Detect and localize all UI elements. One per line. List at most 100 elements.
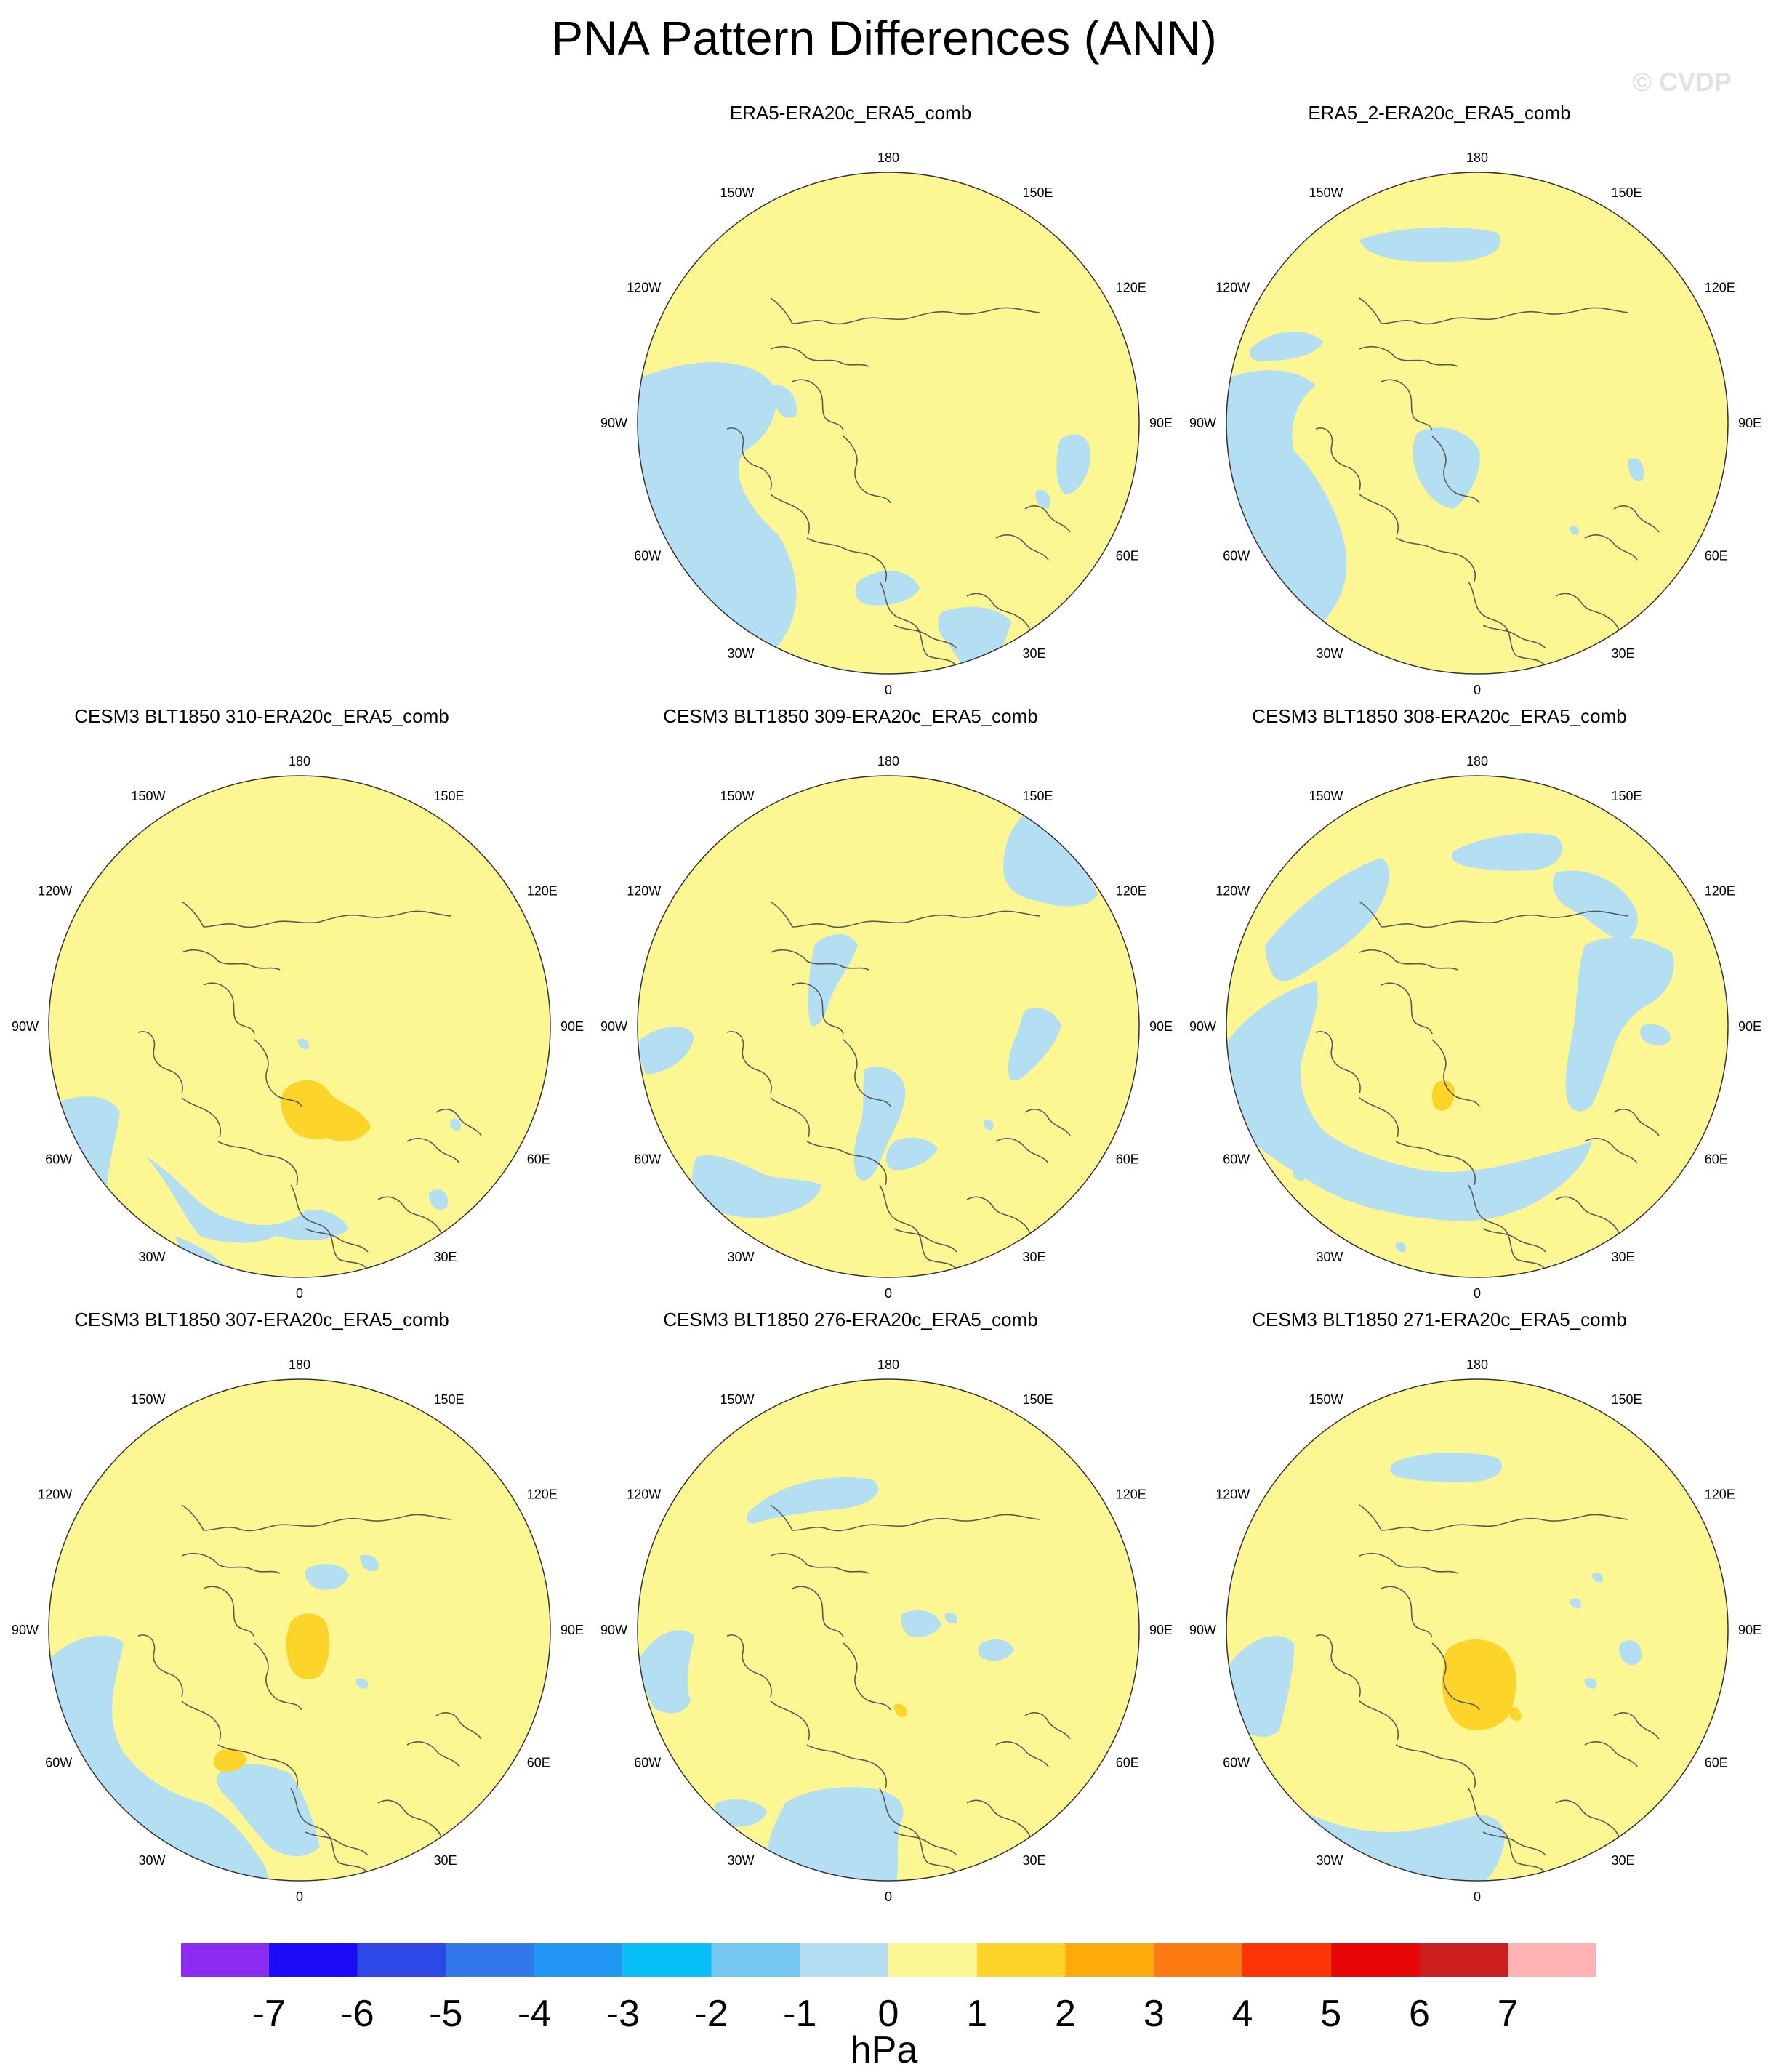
- longitude-label: 150E: [1023, 1392, 1053, 1407]
- negative-anomaly-region: [1553, 870, 1638, 940]
- map-boundary: [1226, 1378, 1729, 1882]
- colorbar-bin: [711, 1943, 800, 1977]
- longitude-label: 180: [289, 1357, 310, 1372]
- negative-anomaly-region: [217, 1764, 320, 1857]
- negative-anomaly-region: [808, 934, 858, 1026]
- negative-anomaly-region: [1565, 937, 1674, 1112]
- longitude-label: 150W: [720, 1392, 754, 1407]
- positive-anomaly-region: [1442, 1639, 1516, 1730]
- negative-anomaly-region: [853, 1067, 906, 1181]
- colorbar-bin: [888, 1943, 977, 1977]
- longitude-label: 150E: [434, 789, 465, 803]
- longitude-label: 150E: [434, 1392, 465, 1407]
- map-panel-m309: CESM3 BLT1850 309-ERA20c_ERA5_comb 180 0 90…: [589, 705, 1173, 1301]
- negative-anomaly-region: [355, 1678, 369, 1689]
- negative-anomaly-region: [1035, 490, 1050, 509]
- colorbar-tick-label: -1: [783, 1993, 817, 2035]
- longitude-label: 150W: [1309, 185, 1343, 200]
- cvdp-watermark: © CVDP: [1632, 67, 1732, 97]
- negative-anomaly-region: [978, 1639, 1014, 1661]
- map-panel-m276: CESM3 BLT1850 276-ERA20c_ERA5_comb 180 0 90…: [589, 1309, 1173, 1904]
- negative-anomaly-region: [1226, 981, 1592, 1221]
- negative-anomaly-region: [305, 1563, 349, 1590]
- negative-anomaly-region: [944, 1613, 957, 1623]
- colorbar-tick-label: 4: [1231, 1993, 1253, 2035]
- longitude-label: 0: [1474, 683, 1481, 697]
- longitude-label: 120W: [1216, 1487, 1250, 1502]
- map-boundary: [1226, 172, 1729, 675]
- longitude-label: 90W: [1189, 1019, 1216, 1034]
- coastlines: [137, 901, 482, 1277]
- longitude-label: 60E: [527, 1152, 550, 1167]
- map-boundary: [637, 775, 1140, 1278]
- map-panel-m307: CESM3 BLT1850 307-ERA20c_ERA5_comb 180 0 90…: [0, 1309, 584, 1904]
- negative-anomaly-region: [638, 362, 797, 654]
- negative-anomaly-region: [766, 1787, 904, 1881]
- colorbar-tick-label: 5: [1320, 1993, 1342, 2035]
- longitude-label: 30W: [1316, 646, 1343, 661]
- longitude-label: 0: [296, 1286, 303, 1301]
- longitude-label: 60W: [634, 549, 661, 563]
- longitude-label: 0: [1474, 1286, 1481, 1301]
- longitude-label: 150W: [1309, 789, 1343, 803]
- longitude-label: 150W: [1309, 1392, 1343, 1407]
- negative-anomaly-region: [1008, 1008, 1061, 1081]
- longitude-label: 90E: [560, 1623, 584, 1637]
- longitude-label: 60W: [1223, 1756, 1250, 1770]
- longitude-label: 120E: [527, 884, 558, 899]
- polar-stereographic-map: 180 0 90W 90E 150W 150E 120W 120E 60W 60E 30W 30E: [1189, 1357, 1761, 1904]
- longitude-label: 120W: [627, 1487, 661, 1502]
- negative-anomaly-region: [50, 1635, 268, 1881]
- longitude-label: 150E: [1023, 789, 1053, 803]
- negative-anomaly-region: [1228, 1636, 1294, 1738]
- longitude-label: 150W: [131, 1392, 165, 1407]
- positive-anomaly-region: [1508, 1707, 1522, 1721]
- longitude-label: 60E: [1116, 1756, 1139, 1770]
- coastlines: [137, 1504, 482, 1881]
- longitude-label: 60E: [1705, 1756, 1728, 1770]
- coastlines: [726, 1504, 1071, 1881]
- longitude-label: 90E: [1738, 416, 1761, 430]
- colorbar-bin: [976, 1943, 1066, 1977]
- longitude-label: 90W: [12, 1019, 39, 1034]
- polar-stereographic-map: 180 0 90W 90E 150W 150E 120W 120E 60W 60E 30W 30E: [12, 1357, 584, 1904]
- negative-anomaly-region: [429, 1189, 448, 1210]
- panel-title: CESM3 BLT1850 271-ERA20c_ERA5_comb: [1252, 1309, 1627, 1330]
- map-panel-era5: ERA5-ERA20c_ERA5_comb 180 0 90W 90E 150W 150E 1…: [589, 102, 1173, 697]
- negative-anomaly-region: [772, 385, 797, 418]
- longitude-label: 120W: [627, 884, 661, 899]
- negative-anomaly-region: [1056, 434, 1090, 494]
- negative-anomaly-region: [639, 1027, 694, 1075]
- longitude-label: 90E: [560, 1019, 584, 1034]
- longitude-label: 150E: [1612, 1392, 1642, 1407]
- panel-title: CESM3 BLT1850 309-ERA20c_ERA5_comb: [663, 705, 1038, 727]
- longitude-label: 60W: [634, 1756, 661, 1770]
- colorbar-bin: [1508, 1943, 1596, 1977]
- longitude-label: 180: [1466, 754, 1488, 768]
- longitude-label: 150W: [720, 185, 754, 200]
- colorbar: [180, 1943, 1596, 1977]
- panel-title: CESM3 BLT1850 276-ERA20c_ERA5_comb: [663, 1309, 1038, 1330]
- negative-anomaly-region: [1226, 370, 1347, 633]
- panel-title: ERA5-ERA20c_ERA5_comb: [729, 102, 972, 124]
- positive-anomaly-region: [286, 1613, 329, 1679]
- longitude-label: 90W: [1189, 1623, 1216, 1637]
- negative-anomaly-region: [1570, 526, 1579, 535]
- polar-stereographic-map: 180 0 90W 90E 150W 150E 120W 120E 60W 60E 30W 30E: [12, 754, 584, 1301]
- colorbar-bin: [180, 1943, 269, 1977]
- longitude-label: 60W: [1223, 1152, 1250, 1167]
- longitude-label: 120E: [1116, 884, 1146, 899]
- panel-title: CESM3 BLT1850 310-ERA20c_ERA5_comb: [74, 705, 449, 727]
- longitude-label: 180: [289, 754, 310, 768]
- longitude-label: 180: [1466, 150, 1488, 165]
- map-panel-m271: CESM3 BLT1850 271-ERA20c_ERA5_comb 180 0 90…: [1178, 1309, 1761, 1904]
- longitude-label: 0: [885, 1890, 892, 1904]
- colorbar-bin: [1419, 1943, 1508, 1977]
- colorbar-bin: [622, 1943, 712, 1977]
- negative-anomaly-region: [360, 1554, 379, 1571]
- colorbar-tick-label: -6: [340, 1993, 374, 2035]
- longitude-label: 0: [296, 1890, 303, 1904]
- negative-anomaly-region: [715, 1799, 767, 1827]
- colorbar-bin: [534, 1943, 623, 1977]
- polar-stereographic-map: 180 0 90W 90E 150W 150E 120W 120E 60W 60E 30W 30E: [600, 1357, 1173, 1904]
